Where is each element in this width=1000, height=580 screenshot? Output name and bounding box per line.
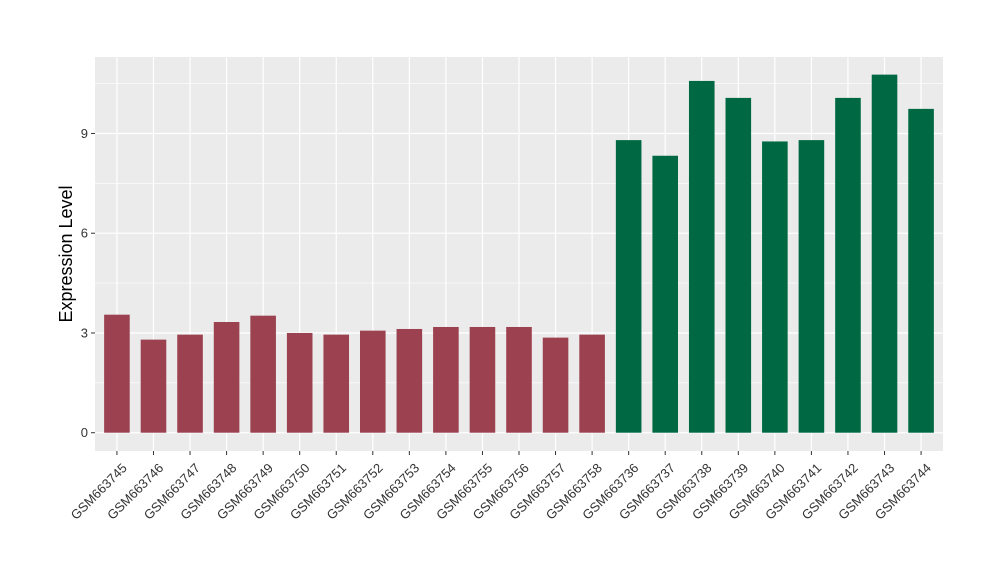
bar-GSM663753 <box>396 328 423 433</box>
bar-GSM663736 <box>615 140 642 433</box>
bar-GSM663740 <box>762 141 788 433</box>
bar-GSM663745 <box>104 314 130 433</box>
bar-GSM663739 <box>725 97 752 433</box>
bar-GSM663749 <box>250 315 276 433</box>
bar-GSM663747 <box>177 334 203 433</box>
bar-GSM663756 <box>506 326 532 433</box>
bar-GSM663755 <box>469 326 496 433</box>
bar-GSM663748 <box>213 321 240 433</box>
bar-GSM663751 <box>323 334 350 433</box>
y-axis-title: Expression Level <box>56 185 76 322</box>
y-tick-label: 3 <box>81 325 88 340</box>
bar-GSM663752 <box>360 330 386 433</box>
bar-GSM663738 <box>688 80 715 433</box>
bar-GSM663750 <box>286 332 313 433</box>
bars <box>104 74 934 433</box>
bar-GSM663754 <box>433 326 459 433</box>
bar-GSM663743 <box>871 74 898 433</box>
y-tick-label: 9 <box>81 126 88 141</box>
bar-GSM663758 <box>579 334 605 433</box>
bar-GSM663741 <box>798 140 825 433</box>
bar-GSM663744 <box>908 108 934 433</box>
y-tick-label: 0 <box>81 425 88 440</box>
bar-GSM663746 <box>140 339 167 433</box>
bar-GSM663742 <box>835 97 861 433</box>
y-tick-label: 6 <box>81 226 88 241</box>
bar-GSM663757 <box>542 337 569 433</box>
bar-GSM663737 <box>652 155 678 433</box>
